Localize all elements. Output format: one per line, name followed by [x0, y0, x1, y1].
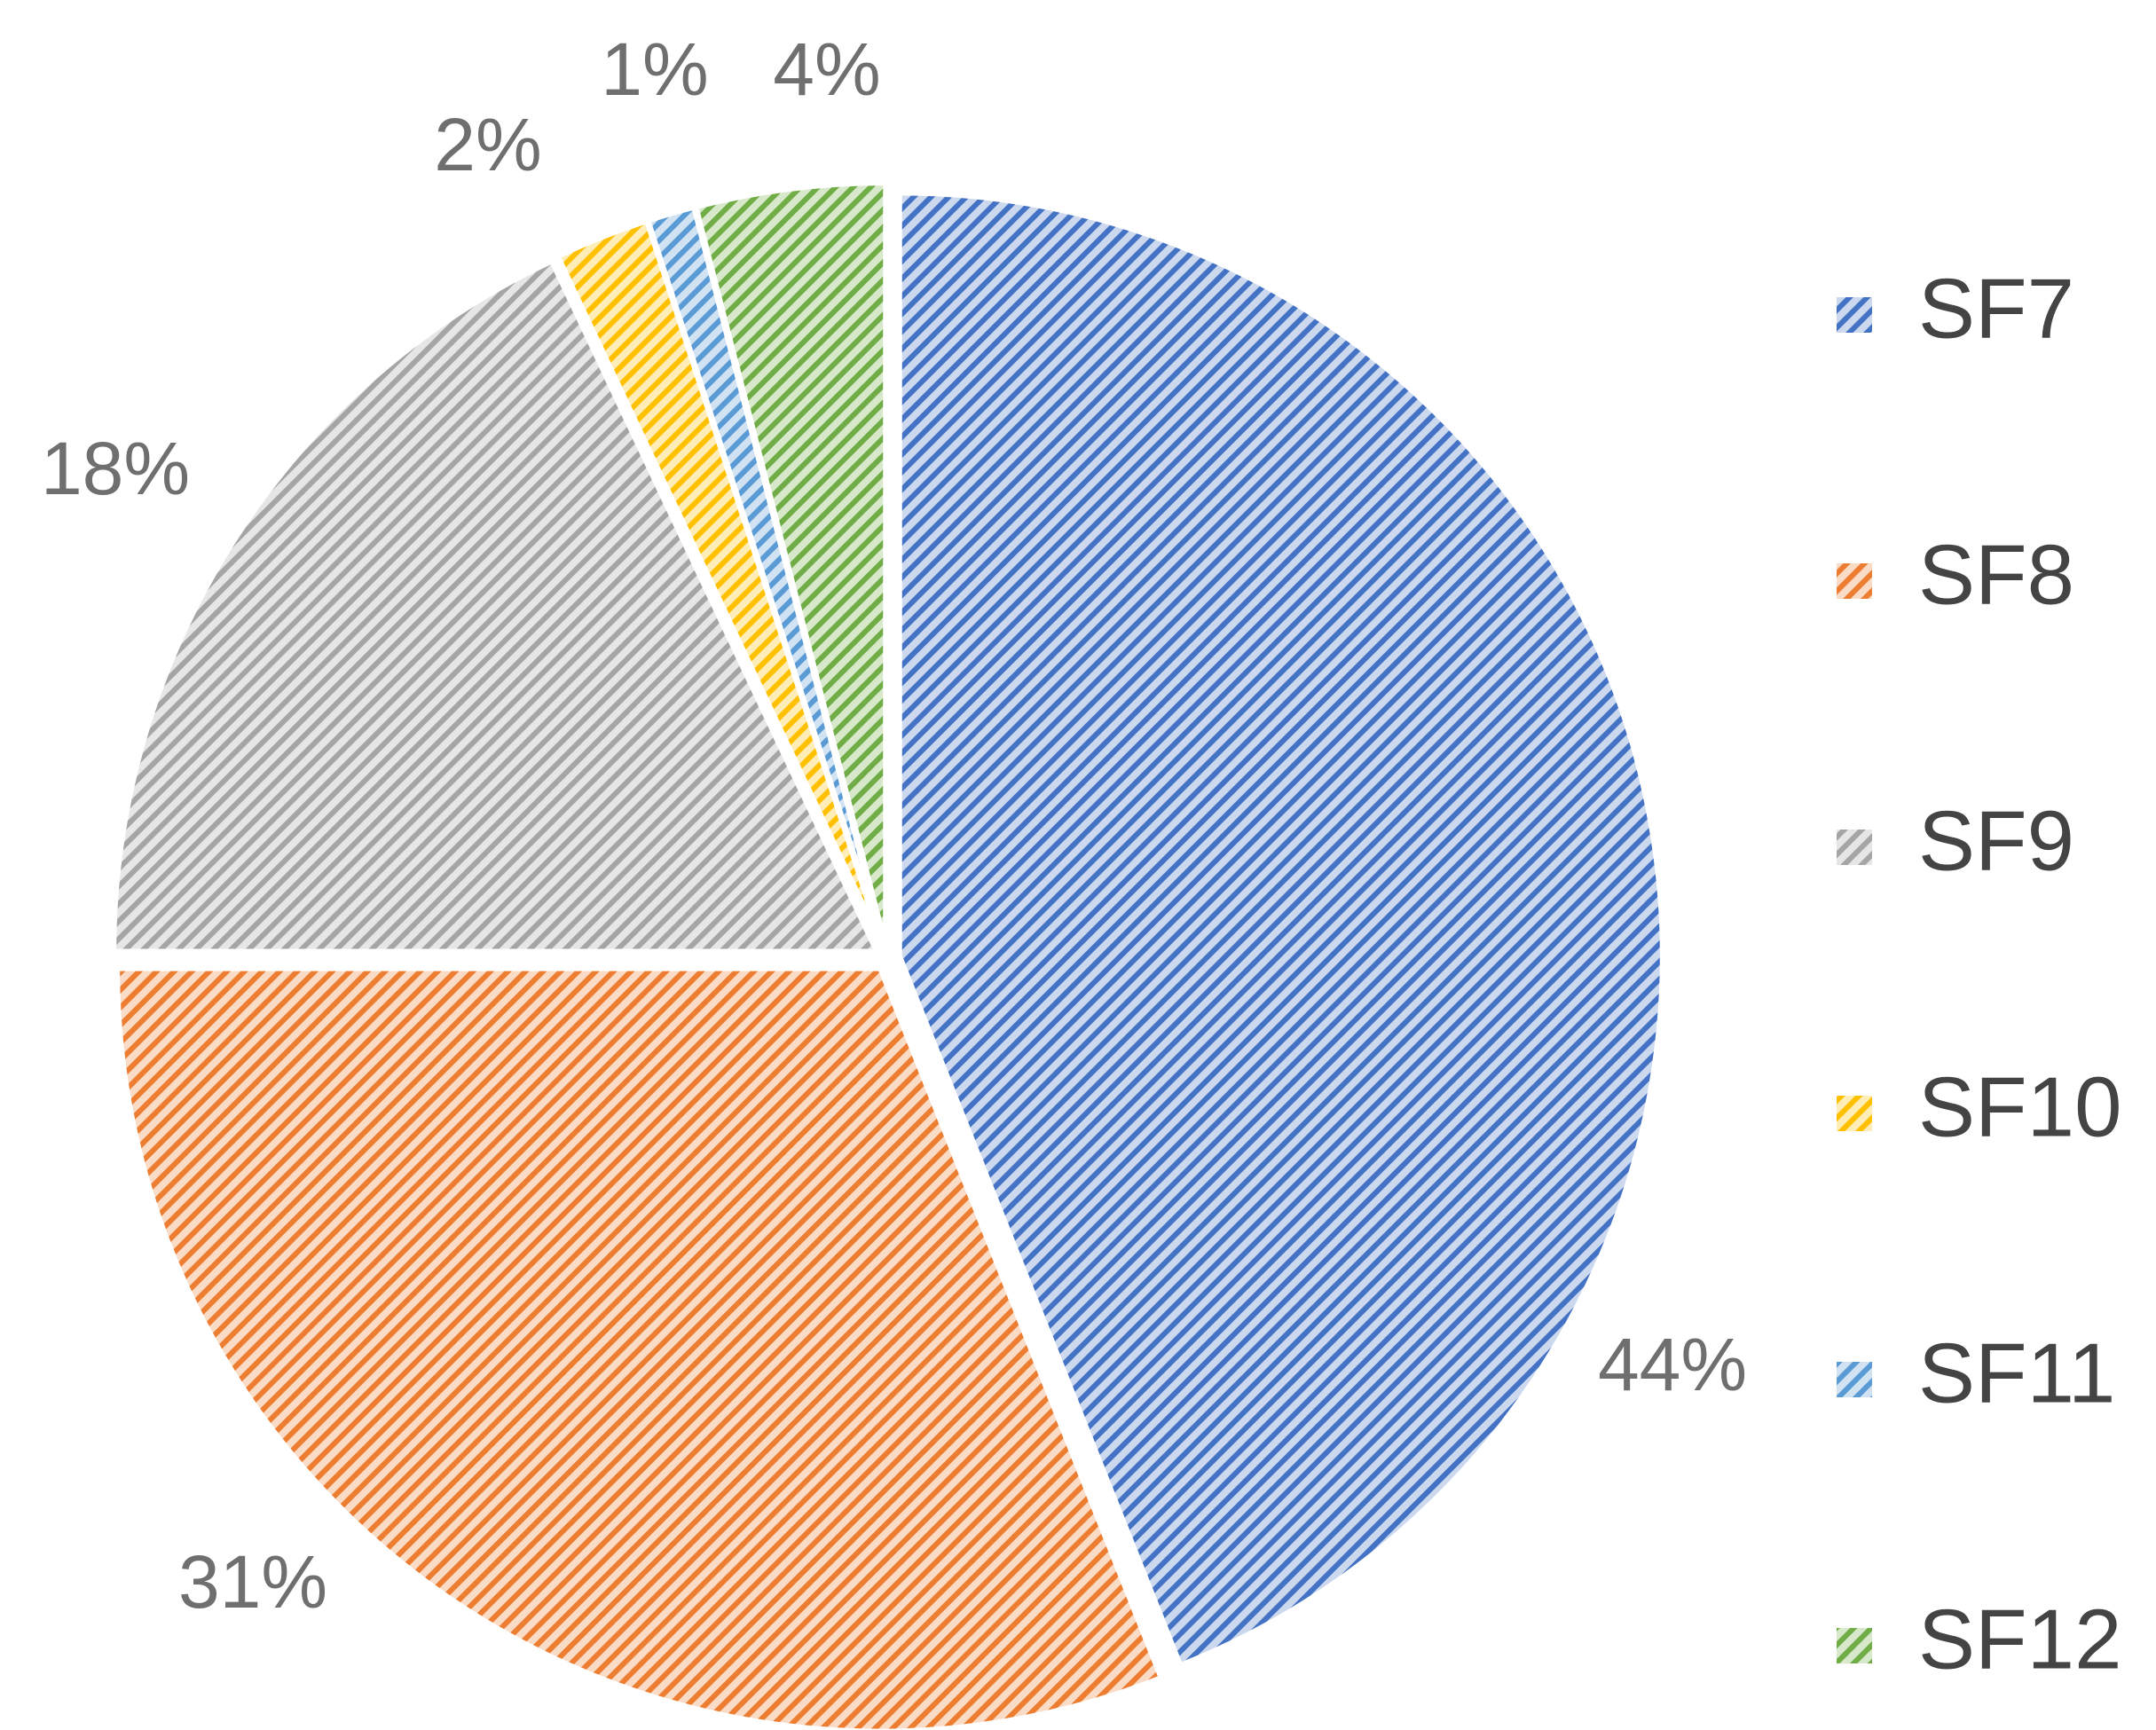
legend-item-sf9: SF9 — [1837, 793, 2074, 888]
legend-label-sf7: SF7 — [1918, 261, 2074, 356]
data-label-sf7: 44% — [1598, 1323, 1747, 1406]
legend-swatch-sf10 — [1837, 1096, 1872, 1131]
data-label-sf12: 4% — [773, 28, 880, 111]
data-label-sf10: 2% — [434, 103, 541, 186]
legend-swatch-sf7 — [1837, 297, 1872, 333]
data-labels: 44% 31% 18% 2% 1% 4% — [41, 28, 1747, 1624]
data-label-sf11: 1% — [601, 28, 708, 111]
legend-label-sf9: SF9 — [1918, 793, 2074, 888]
pie-slices — [111, 180, 1665, 1730]
legend-item-sf8: SF8 — [1837, 527, 2074, 622]
legend-label-sf11: SF11 — [1918, 1325, 2115, 1420]
legend-swatch-sf8 — [1837, 563, 1872, 599]
legend-swatch-sf11 — [1837, 1362, 1872, 1397]
slice-sf9 — [111, 257, 881, 955]
slice-sf8 — [114, 965, 1165, 1730]
legend-swatch-sf12 — [1837, 1628, 1872, 1663]
legend-item-sf10: SF10 — [1837, 1059, 2121, 1154]
legend-swatch-sf9 — [1837, 830, 1872, 865]
legend-label-sf8: SF8 — [1918, 527, 2074, 622]
legend-item-sf11: SF11 — [1837, 1325, 2115, 1420]
legend-item-sf12: SF12 — [1837, 1592, 2121, 1687]
slice-sf12 — [692, 180, 889, 947]
legend-label-sf12: SF12 — [1918, 1592, 2121, 1687]
legend-label-sf10: SF10 — [1918, 1059, 2121, 1154]
data-label-sf9: 18% — [41, 427, 190, 510]
data-label-sf8: 31% — [178, 1540, 327, 1624]
slice-sf7 — [896, 190, 1665, 1669]
legend-item-sf7: SF7 — [1837, 261, 2074, 356]
legend: SF7 SF8 SF9 SF10 SF11 SF12 — [1837, 261, 2121, 1687]
